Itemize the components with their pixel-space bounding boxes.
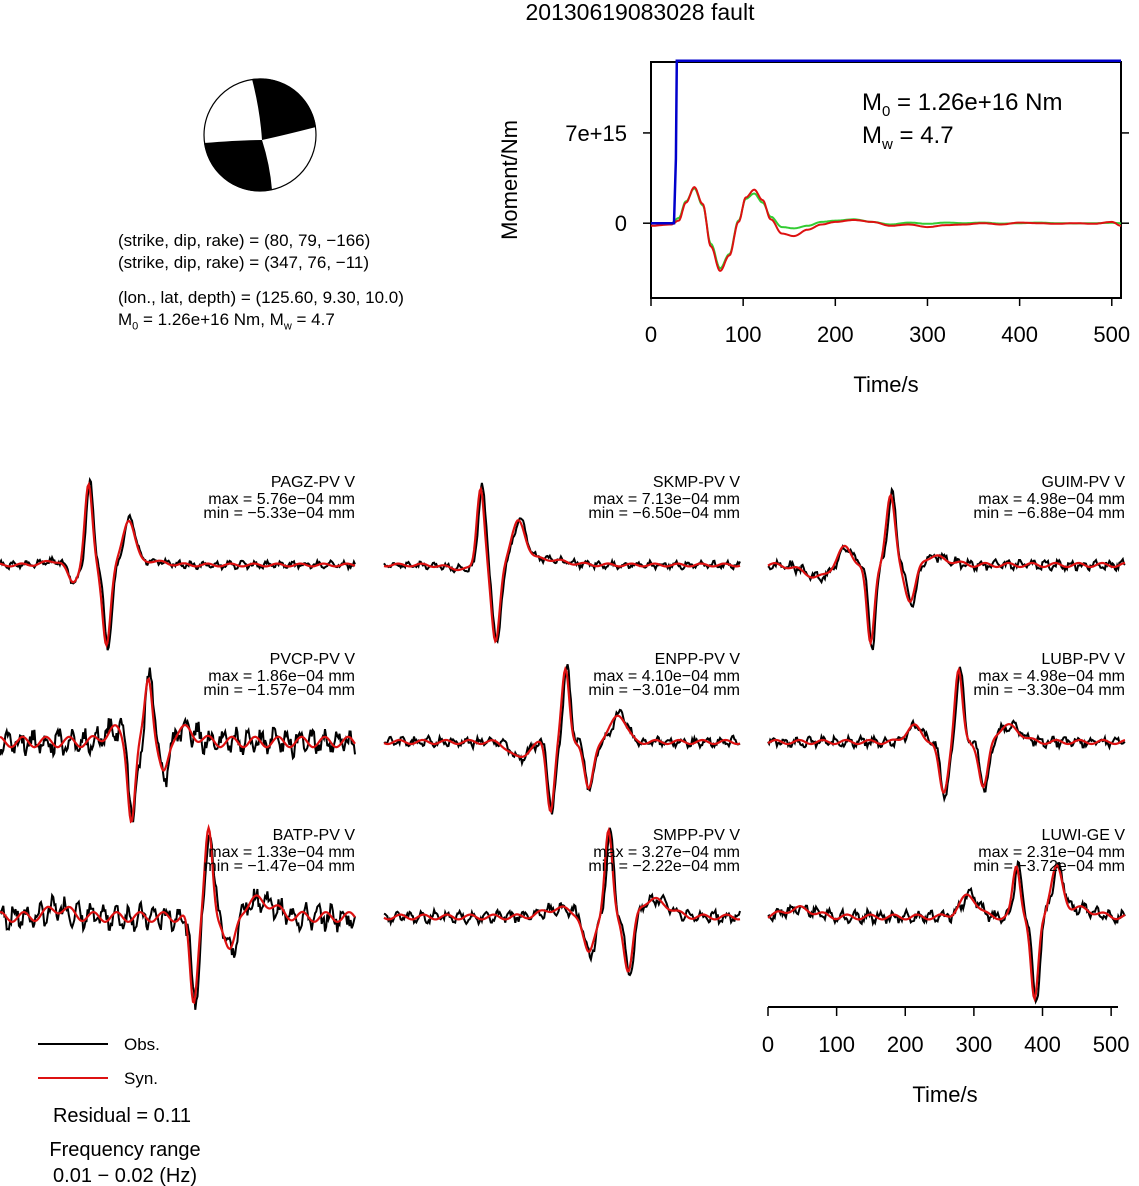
synthetic-trace [767,864,1126,1003]
waveform-x-tick-label: 0 [762,1032,774,1057]
station-min: min = −3.30e−04 mm [973,682,1125,699]
moment-y-tick-label: 0 [615,211,627,236]
station-min: min = −6.88e−04 mm [973,505,1125,522]
observed-trace [767,859,1126,1005]
synthetic-trace [0,676,356,824]
waveform-x-tick-label: 200 [887,1032,924,1057]
waveform-x-tick-label: 100 [818,1032,855,1057]
station-min: min = −2.22e−04 mm [588,858,740,875]
moment-x-tick-label: 200 [817,322,854,347]
moment-annotation-m0: M0 = 1.26e+16 Nm [862,89,1062,120]
station-max: max = 2.31e−04 mm [978,844,1125,861]
station-max: max = 4.98e−04 mm [978,668,1125,685]
moment-x-tick-label: 100 [725,322,762,347]
station-min: min = −6.50e−04 mm [588,505,740,522]
synthetic-trace [383,665,741,814]
moment-annotation-mw: Mw = 4.7 [862,122,954,153]
observed-trace [767,666,1126,803]
waveform-x-tick-label: 300 [956,1032,993,1057]
station-min: min = −5.33e−04 mm [203,505,355,522]
legend: Obs. Syn. [38,1035,160,1088]
station-name: PVCP-PV V [270,651,356,668]
moment-x-tick-label: 300 [909,322,946,347]
nodal-plane-1: (strike, dip, rake) = (80, 79, −166) [118,231,371,250]
cumulative-moment-curve [651,59,1121,225]
station-min: min = −3.01e−04 mm [588,682,740,699]
moment-y-label: Moment/Nm [497,120,522,240]
synthetic-trace [767,666,1126,794]
station-max: max = 3.27e−04 mm [593,844,740,861]
synthetic-trace [383,485,741,644]
waveform-x-label: Time/s [912,1082,977,1107]
synthetic-trace [767,493,1126,647]
waveform-x-tick-label: 500 [1093,1032,1130,1057]
station-max: max = 4.98e−04 mm [978,491,1125,508]
moment-rate-curve-1 [650,185,1122,273]
station-name: SMPP-PV V [653,827,740,844]
station-name: LUWI-GE V [1041,827,1125,844]
synthetic-trace [383,826,741,973]
moment-x-tick-label: 0 [645,322,657,347]
station-min: min = −3.72e−04 mm [973,858,1125,875]
figure-title: 20130619083028 fault [526,0,756,25]
location-info: (lon., lat, depth) = (125.60, 9.30, 10.0… [118,287,404,337]
moment-plot-frame [650,61,1122,299]
waveform-time-axis: 0 100 200 300 400 500 [762,1006,1130,1057]
station-name: GUIM-PV V [1041,474,1125,491]
station-min: min = −1.57e−04 mm [203,682,355,699]
station-min: min = −1.47e−04 mm [203,858,355,875]
observed-trace [383,482,741,645]
station-max: max = 1.86e−04 mm [208,668,355,685]
frequency-range-label: Frequency range [49,1139,200,1161]
mechanism-info: (strike, dip, rake) = (80, 79, −166) (st… [118,230,370,274]
moment-x-tick-label: 500 [1093,322,1130,347]
observed-trace [0,667,356,823]
frequency-range-value: 0.01 − 0.02 (Hz) [53,1165,197,1186]
station-max: max = 7.13e−04 mm [593,491,740,508]
moment-x-tick-label: 400 [1001,322,1038,347]
station-max: max = 4.10e−04 mm [593,668,740,685]
synthetic-trace [0,481,356,649]
synthetic-trace [0,823,356,1005]
moment-y-tick-label: 7e+15 [565,121,627,146]
station-name: ENPP-PV V [655,651,741,668]
station-name: SKMP-PV V [653,474,740,491]
station-name: BATP-PV V [273,827,356,844]
location-line: (lon., lat, depth) = (125.60, 9.30, 10.0… [118,288,404,307]
residual-label: Residual = 0.11 [53,1105,191,1127]
beachball [203,78,317,192]
station-name: PAGZ-PV V [271,474,355,491]
station-max: max = 5.76e−04 mm [208,491,355,508]
moment-x-label: Time/s [853,372,918,397]
waveform-x-tick-label: 400 [1024,1032,1061,1057]
legend-syn-label: Syn. [124,1069,158,1088]
station-name: LUBP-PV V [1041,651,1125,668]
nodal-plane-2: (strike, dip, rake) = (347, 76, −11) [118,253,370,272]
station-max: max = 1.33e−04 mm [208,844,355,861]
magnitude-line: M0 = 1.26e+16 Nm, Mw = 4.7 [118,310,335,333]
moment-rate-curve-0 [651,187,1121,270]
legend-obs-label: Obs. [124,1035,160,1054]
